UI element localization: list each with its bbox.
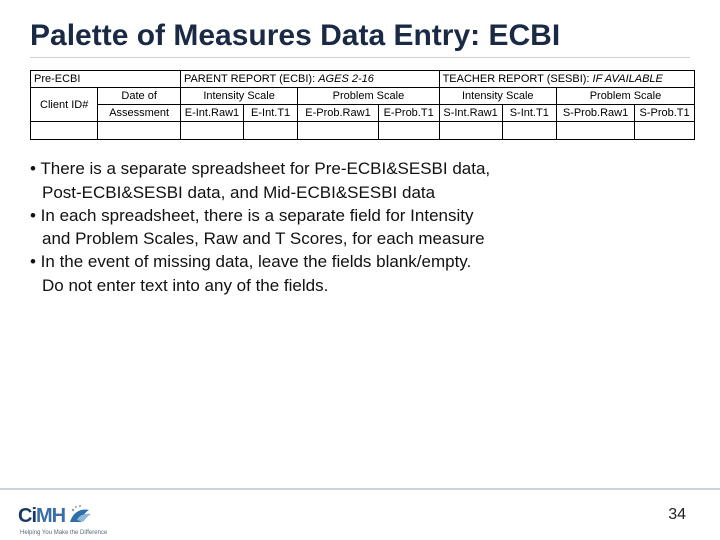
col-header: E-Prob.Raw1 bbox=[298, 105, 378, 122]
table-row: Client ID# Date of Intensity Scale Probl… bbox=[31, 88, 695, 105]
empty-cell bbox=[298, 122, 378, 140]
date-of-header: Date of bbox=[98, 88, 181, 105]
bullet-line: and Problem Scales, Raw and T Scores, fo… bbox=[30, 228, 690, 249]
teacher-italic: IF AVAILABLE bbox=[593, 73, 663, 85]
col-header: E-Int.T1 bbox=[243, 105, 297, 122]
col-header: E-Int.Raw1 bbox=[180, 105, 243, 122]
logo: CiMH bbox=[18, 502, 95, 528]
col-header: S-Int.Raw1 bbox=[439, 105, 502, 122]
parent-label: PARENT REPORT (ECBI): bbox=[184, 73, 318, 85]
teacher-report-cell: TEACHER REPORT (SESBI): IF AVAILABLE bbox=[439, 71, 694, 88]
empty-cell bbox=[439, 122, 502, 140]
empty-cell bbox=[243, 122, 297, 140]
report-table: Pre-ECBI PARENT REPORT (ECBI): AGES 2-16… bbox=[30, 70, 695, 140]
page-number: 34 bbox=[668, 506, 686, 524]
teacher-label: TEACHER REPORT (SESBI): bbox=[443, 73, 593, 85]
empty-cell bbox=[378, 122, 439, 140]
intensity-scale-header: Intensity Scale bbox=[180, 88, 297, 105]
client-id-header: Client ID# bbox=[31, 88, 98, 122]
pre-ecbi-cell: Pre-ECBI bbox=[31, 71, 181, 88]
bullet-list: • There is a separate spreadsheet for Pr… bbox=[30, 158, 690, 296]
tagline: Helping You Make the Difference bbox=[20, 530, 107, 536]
empty-cell bbox=[635, 122, 695, 140]
table-row bbox=[31, 122, 695, 140]
footer: CiMH 34 Helping You Make the Difference bbox=[0, 488, 720, 540]
col-header: E-Prob.T1 bbox=[378, 105, 439, 122]
slide-title: Palette of Measures Data Entry: ECBI bbox=[30, 18, 690, 58]
problem-scale-header: Problem Scale bbox=[298, 88, 439, 105]
bullet-line: • In each spreadsheet, there is a separa… bbox=[30, 205, 690, 226]
assessment-header: Assessment bbox=[98, 105, 181, 122]
table-row: Assessment E-Int.Raw1 E-Int.T1 E-Prob.Ra… bbox=[31, 105, 695, 122]
slide: Palette of Measures Data Entry: ECBI Pre… bbox=[0, 0, 720, 540]
parent-italic: AGES 2-16 bbox=[318, 73, 374, 85]
table-row: Pre-ECBI PARENT REPORT (ECBI): AGES 2-16… bbox=[31, 71, 695, 88]
col-header: S-Prob.T1 bbox=[635, 105, 695, 122]
problem-scale-header: Problem Scale bbox=[556, 88, 694, 105]
empty-cell bbox=[556, 122, 634, 140]
bullet-line: • There is a separate spreadsheet for Pr… bbox=[30, 158, 690, 179]
col-header: S-Prob.Raw1 bbox=[556, 105, 634, 122]
col-header: S-Int.T1 bbox=[502, 105, 556, 122]
bullet-line: Do not enter text into any of the fields… bbox=[30, 275, 690, 296]
intensity-scale-header: Intensity Scale bbox=[439, 88, 556, 105]
empty-cell bbox=[180, 122, 243, 140]
logo-text: CiMH bbox=[18, 505, 65, 528]
empty-cell bbox=[31, 122, 98, 140]
logo-ci: Ci bbox=[18, 505, 36, 527]
empty-cell bbox=[502, 122, 556, 140]
empty-cell bbox=[98, 122, 181, 140]
parent-report-cell: PARENT REPORT (ECBI): AGES 2-16 bbox=[180, 71, 439, 88]
logo-mh: MH bbox=[36, 505, 65, 527]
bullet-line: Post-ECBI&SESBI data, and Mid-ECBI&SESBI… bbox=[30, 182, 690, 203]
bullet-line: • In the event of missing data, leave th… bbox=[30, 251, 690, 272]
bird-icon bbox=[67, 502, 95, 526]
